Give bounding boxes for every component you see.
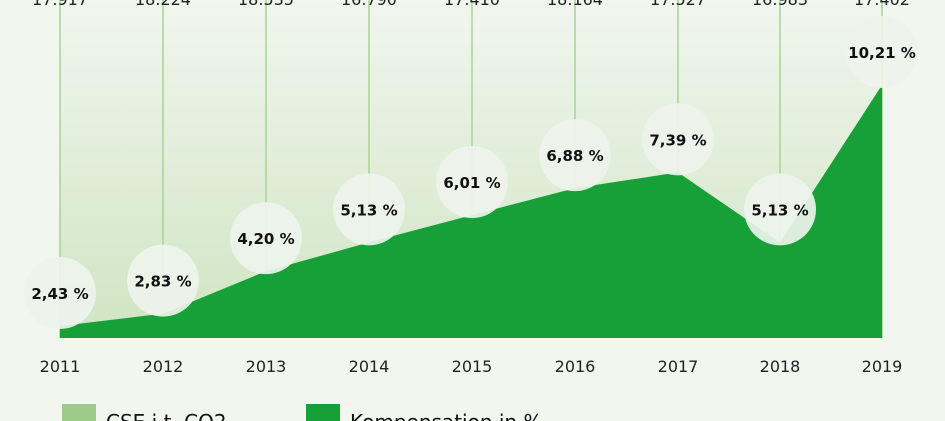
legend-label-0: CSE i.t. CO2 (106, 410, 227, 421)
x-tick-2016: 2016 (555, 357, 596, 376)
top-value-2018: 16.983 (752, 0, 808, 9)
top-value-2019: 17.402 (854, 0, 910, 9)
x-axis-labels: 2011 2012 2013 2014 2015 2016 2017 2018 2019 (40, 357, 903, 376)
top-value-2016: 18.164 (547, 0, 603, 9)
top-value-2013: 18.535 (238, 0, 294, 9)
x-tick-2018: 2018 (760, 357, 801, 376)
value-bubbles: 2,43 % 2,83 % 4,20 % 5,13 % 6,01 % 6,88 % 7,39… (24, 16, 918, 329)
top-value-2012: 18.224 (135, 0, 191, 9)
value-bubble-2011 (24, 257, 96, 329)
x-tick-2015: 2015 (452, 357, 493, 376)
value-bubble-2015 (436, 146, 508, 219)
kompensation-area (60, 85, 882, 338)
value-bubble-2013 (230, 202, 302, 275)
value-bubble-2012 (127, 244, 199, 317)
legend-swatch-1 (306, 404, 340, 421)
top-value-labels: 17.917 18.224 18.535 16.790 17.410 18.164 17.5… (32, 0, 910, 9)
value-label-2013: 4,20 % (237, 230, 294, 248)
x-tick-2017: 2017 (658, 357, 699, 376)
value-bubble-2018 (744, 173, 816, 246)
value-label-2019: 10,21 % (848, 44, 916, 62)
top-value-2017: 17.527 (650, 0, 706, 9)
value-bubble-2019 (846, 16, 918, 88)
top-value-2015: 17.410 (444, 0, 500, 9)
value-label-2015: 6,01 % (443, 174, 500, 192)
value-bubble-2016 (539, 119, 611, 192)
value-label-2017: 7,39 % (649, 131, 706, 149)
x-tick-2013: 2013 (246, 357, 287, 376)
legend-swatch-0 (62, 404, 96, 421)
value-label-2014: 5,13 % (340, 201, 397, 219)
x-tick-2019: 2019 (862, 357, 903, 376)
x-tick-2012: 2012 (143, 357, 184, 376)
value-label-2016: 6,88 % (546, 147, 603, 165)
legend-label-1: Kompensation in % (350, 410, 542, 421)
value-label-2012: 2,83 % (134, 273, 191, 291)
value-label-2011: 2,43 % (31, 285, 88, 303)
value-bubble-2017 (642, 103, 714, 176)
value-label-2018: 5,13 % (751, 201, 808, 219)
top-value-2014: 16.790 (341, 0, 397, 9)
x-tick-2014: 2014 (349, 357, 390, 376)
value-bubble-2014 (333, 173, 405, 246)
legend: CSE i.t. CO2 Kompensation in % (62, 404, 542, 421)
top-value-2011: 17.917 (32, 0, 88, 9)
x-tick-2011: 2011 (40, 357, 81, 376)
